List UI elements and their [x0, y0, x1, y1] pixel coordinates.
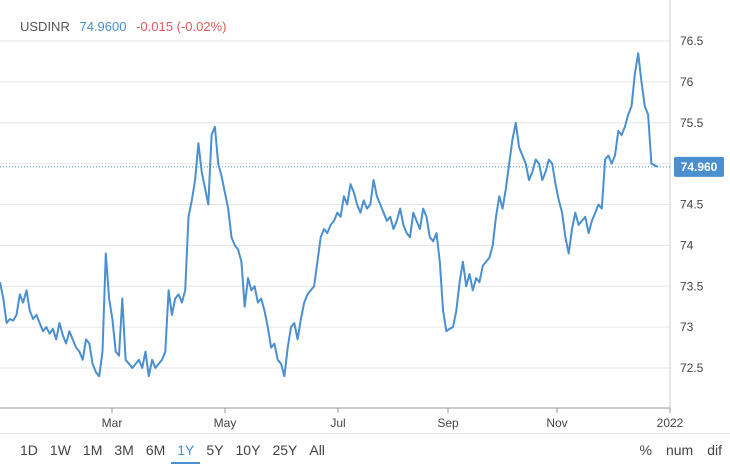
x-tick-label: Jul — [330, 416, 345, 430]
last-price: 74.9600 — [79, 19, 127, 34]
x-tick-label: 2022 — [657, 416, 684, 430]
y-tick-label: 74 — [680, 238, 694, 252]
x-tick-label: May — [214, 416, 237, 430]
current-price-tag: 74.960 — [674, 156, 724, 177]
range-button-1y[interactable]: 1Y — [171, 442, 201, 464]
y-tick-label: 75.5 — [680, 116, 704, 130]
x-tick-label: Nov — [546, 416, 567, 430]
range-button-all[interactable]: All — [309, 442, 325, 458]
x-tick-label: Sep — [437, 416, 459, 430]
price-change: -0.015 (-0.02%) — [136, 19, 227, 34]
mode-button-num[interactable]: num — [665, 442, 694, 458]
chart-header: USDINR 74.9600 -0.015 (-0.02%) — [20, 19, 232, 34]
range-button-3m[interactable]: 3M — [114, 442, 134, 458]
series-line-usdinr — [0, 52, 659, 378]
range-button-25y[interactable]: 25Y — [272, 442, 298, 458]
y-tick-label: 73.5 — [680, 279, 704, 293]
y-tick-label: 74.5 — [680, 198, 704, 212]
y-tick-label: 76 — [680, 75, 694, 89]
x-tick-label: Mar — [102, 416, 123, 430]
y-tick-label: 73 — [680, 320, 694, 334]
price-chart[interactable]: 72.57373.57474.57575.57676.5MarMayJulSep… — [0, 0, 730, 433]
mode-button-dif[interactable]: dif — [707, 442, 722, 458]
range-button-1m[interactable]: 1M — [82, 442, 103, 458]
range-button-1w[interactable]: 1W — [49, 442, 71, 458]
range-button-1d[interactable]: 1D — [20, 442, 38, 458]
range-selector: 1D 1W 1M 3M 6M 1Y 5Y 10Y 25Y All — [14, 442, 331, 464]
chart-toolbar: 1D 1W 1M 3M 6M 1Y 5Y 10Y 25Y All % num dif — [0, 433, 730, 471]
range-button-5y[interactable]: 5Y — [206, 442, 224, 458]
y-tick-label: 76.5 — [680, 34, 704, 48]
mode-selector: % num dif — [626, 442, 722, 458]
mode-button-percent[interactable]: % — [639, 442, 652, 458]
range-button-10y[interactable]: 10Y — [235, 442, 261, 458]
range-button-6m[interactable]: 6M — [145, 442, 166, 458]
symbol-label: USDINR — [20, 19, 70, 34]
current-price-tag-label: 74.960 — [681, 160, 718, 174]
y-tick-label: 72.5 — [680, 361, 704, 375]
current-price-tag-box — [674, 156, 724, 177]
